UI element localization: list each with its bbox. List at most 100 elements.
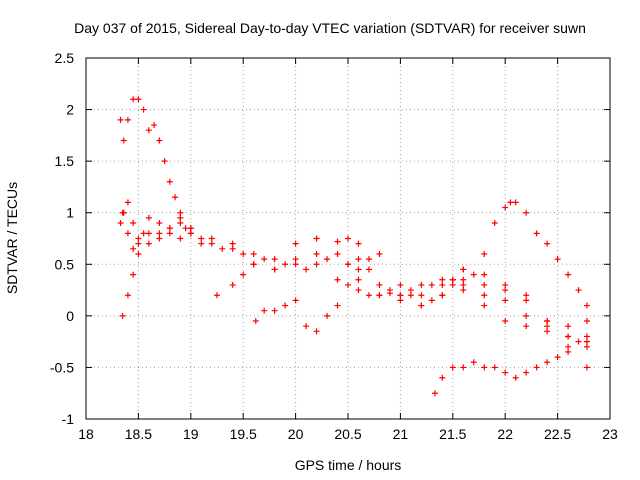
data-point xyxy=(460,364,467,371)
data-point xyxy=(544,359,551,366)
data-point xyxy=(481,364,488,371)
data-point xyxy=(481,292,488,299)
data-point xyxy=(229,245,236,252)
data-point xyxy=(240,250,247,257)
data-point xyxy=(177,209,184,216)
x-tick-label: 22 xyxy=(497,426,513,442)
data-point xyxy=(124,230,131,237)
data-point xyxy=(407,287,414,294)
data-point xyxy=(198,240,205,247)
x-tick-label: 21 xyxy=(393,426,409,442)
data-point xyxy=(565,343,572,350)
data-point xyxy=(583,318,590,325)
data-point xyxy=(565,333,572,340)
data-point xyxy=(554,256,561,263)
data-point xyxy=(428,297,435,304)
data-point xyxy=(439,276,446,283)
series-track-1 xyxy=(117,96,205,247)
data-point xyxy=(565,271,572,278)
data-point xyxy=(355,266,362,273)
data-point xyxy=(554,354,561,361)
plot-frame xyxy=(85,57,611,420)
data-point xyxy=(219,245,226,252)
data-point xyxy=(124,199,131,206)
data-point xyxy=(313,250,320,257)
data-point xyxy=(418,281,425,288)
data-point xyxy=(355,276,362,283)
data-point xyxy=(575,338,582,345)
data-point xyxy=(533,230,540,237)
data-point xyxy=(386,290,393,297)
data-point xyxy=(523,369,530,376)
series-track-7 xyxy=(431,333,590,397)
data-point xyxy=(583,338,590,345)
data-point xyxy=(365,266,372,273)
data-point xyxy=(449,364,456,371)
data-point xyxy=(544,323,551,330)
data-point xyxy=(583,343,590,350)
y-axis-label: SDTVAR / TECUs xyxy=(4,182,20,294)
data-point xyxy=(334,276,341,283)
data-point xyxy=(282,302,289,309)
data-point xyxy=(507,199,514,206)
data-point xyxy=(449,281,456,288)
data-point xyxy=(303,323,310,330)
data-point xyxy=(502,287,509,294)
data-point xyxy=(124,116,131,123)
data-point xyxy=(470,271,477,278)
data-point xyxy=(117,116,124,123)
data-point xyxy=(130,271,137,278)
data-point xyxy=(502,369,509,376)
data-point xyxy=(502,281,509,288)
data-point xyxy=(156,230,163,237)
data-point xyxy=(565,323,572,330)
data-point xyxy=(544,328,551,335)
data-point xyxy=(166,178,173,185)
data-point xyxy=(481,302,488,309)
data-point xyxy=(151,122,158,129)
data-point xyxy=(355,287,362,294)
y-tick-label: 1 xyxy=(66,205,74,221)
data-point xyxy=(166,225,173,232)
data-point xyxy=(502,204,509,211)
data-point xyxy=(523,209,530,216)
data-point xyxy=(271,256,278,263)
data-point xyxy=(583,302,590,309)
data-point xyxy=(130,245,137,252)
data-point xyxy=(271,266,278,273)
data-point xyxy=(407,292,414,299)
data-point xyxy=(156,220,163,227)
x-tick-label: 21.5 xyxy=(439,426,466,442)
y-tick-label: -0.5 xyxy=(50,359,74,375)
data-point xyxy=(544,240,551,247)
data-point xyxy=(140,230,147,237)
x-axis-label: GPS time / hours xyxy=(295,457,402,473)
data-point xyxy=(397,297,404,304)
data-point xyxy=(523,323,530,330)
data-point xyxy=(449,276,456,283)
data-point xyxy=(334,302,341,309)
data-point xyxy=(119,312,126,319)
data-point xyxy=(460,276,467,283)
data-point xyxy=(208,240,215,247)
data-point xyxy=(292,261,299,268)
data-point xyxy=(355,240,362,247)
x-tick-label: 22.5 xyxy=(544,426,571,442)
data-point xyxy=(324,256,331,263)
data-point xyxy=(345,235,351,242)
data-point xyxy=(313,261,320,268)
x-tick-label: 18 xyxy=(78,426,94,442)
data-point xyxy=(324,312,331,319)
x-tick-label: 20 xyxy=(288,426,304,442)
data-point xyxy=(124,292,131,299)
data-point xyxy=(292,240,299,247)
data-point xyxy=(187,230,194,237)
data-point xyxy=(431,390,438,397)
x-tick-label: 19 xyxy=(183,426,199,442)
data-point xyxy=(177,220,184,227)
data-point xyxy=(229,281,236,288)
data-point xyxy=(365,292,372,299)
data-point xyxy=(145,127,152,134)
data-point xyxy=(161,158,168,165)
series-track-4 xyxy=(119,214,590,345)
